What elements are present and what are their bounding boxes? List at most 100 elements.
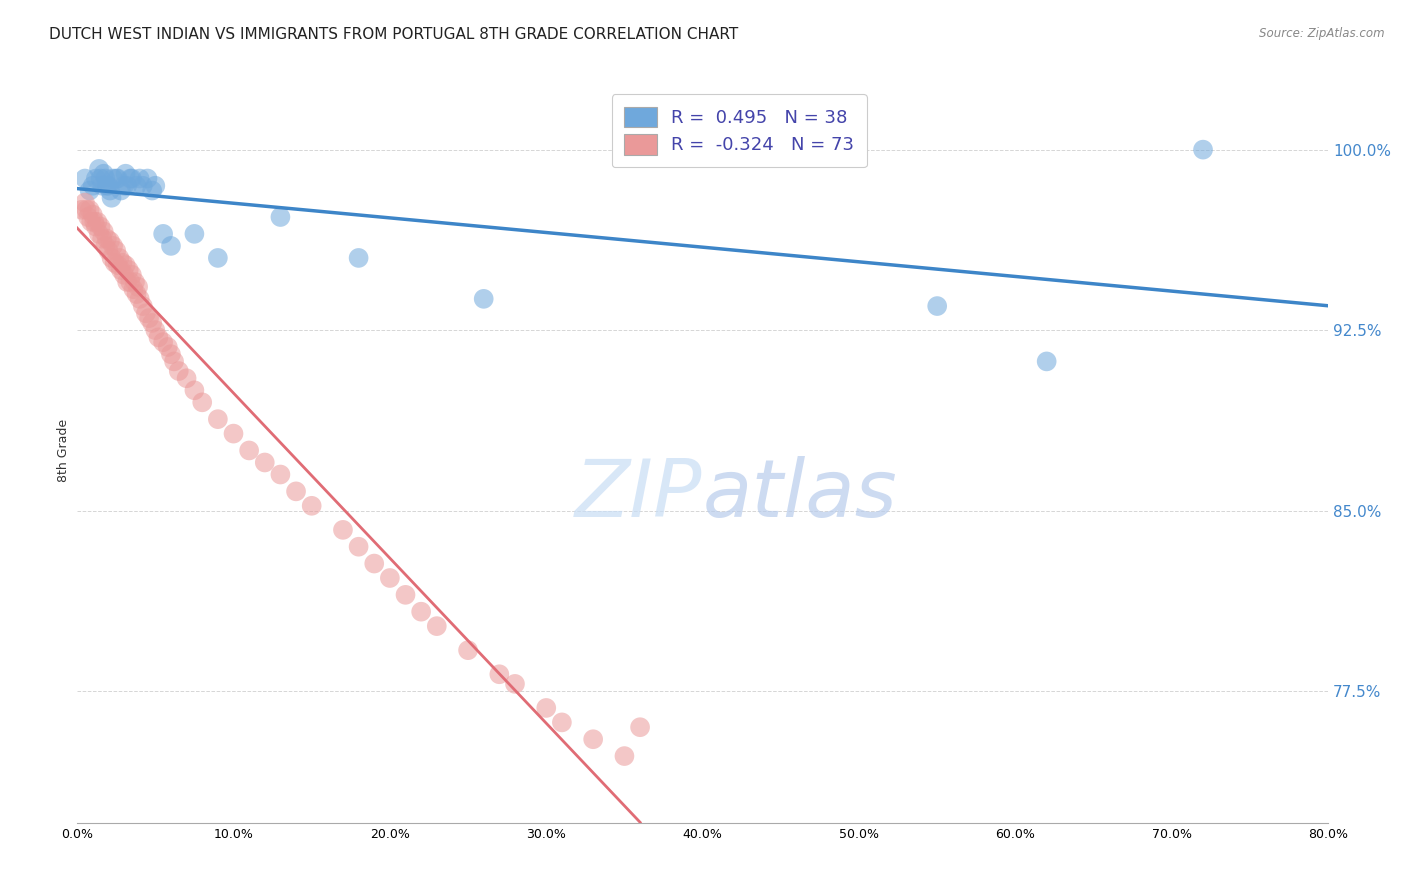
Point <box>536 701 558 715</box>
Point <box>347 251 370 265</box>
Point <box>143 178 166 193</box>
Point <box>100 191 122 205</box>
Point <box>76 202 98 217</box>
Point <box>115 178 138 193</box>
Point <box>141 316 163 330</box>
Point <box>96 232 118 246</box>
Point <box>98 184 121 198</box>
Point <box>82 178 104 193</box>
Point <box>121 171 143 186</box>
Point <box>112 178 135 193</box>
Point <box>90 171 112 186</box>
Point <box>83 215 105 229</box>
Point <box>613 749 636 764</box>
Point <box>472 292 495 306</box>
Point <box>100 251 122 265</box>
Text: Source: ZipAtlas.com: Source: ZipAtlas.com <box>1260 27 1385 40</box>
Point <box>93 167 115 181</box>
Point <box>183 227 205 241</box>
Point <box>191 395 214 409</box>
Point <box>125 287 148 301</box>
Point <box>80 215 103 229</box>
Point <box>122 282 145 296</box>
Point <box>152 335 174 350</box>
Point <box>222 426 245 441</box>
Point <box>87 227 110 241</box>
Point <box>112 268 135 282</box>
Point <box>91 232 114 246</box>
Point <box>457 643 479 657</box>
Point <box>111 256 134 270</box>
Point <box>98 234 121 248</box>
Point <box>426 619 449 633</box>
Point <box>108 251 131 265</box>
Point <box>176 371 198 385</box>
Point <box>107 171 129 186</box>
Point <box>90 219 112 234</box>
Point <box>163 354 186 368</box>
Point <box>269 467 291 482</box>
Point <box>79 202 101 217</box>
Point <box>73 195 96 210</box>
Point <box>84 219 107 234</box>
Point <box>91 178 114 193</box>
Point <box>125 178 148 193</box>
Point <box>97 178 120 193</box>
Point <box>127 280 149 294</box>
Point <box>1192 143 1215 157</box>
Point <box>138 311 160 326</box>
Point <box>128 292 150 306</box>
Point <box>135 306 157 320</box>
Point <box>927 299 949 313</box>
Point <box>97 244 120 258</box>
Point <box>207 251 229 265</box>
Point <box>301 499 323 513</box>
Point <box>87 161 110 176</box>
Point <box>363 557 385 571</box>
Point <box>84 171 107 186</box>
Point <box>128 171 150 186</box>
Point <box>124 275 146 289</box>
Point <box>82 208 104 222</box>
Point <box>160 239 183 253</box>
Point <box>269 210 291 224</box>
Point <box>132 178 155 193</box>
Point <box>143 323 166 337</box>
Legend: R =  0.495   N = 38, R =  -0.324   N = 73: R = 0.495 N = 38, R = -0.324 N = 73 <box>612 94 868 167</box>
Point <box>79 184 101 198</box>
Point <box>148 330 170 344</box>
Point <box>167 364 190 378</box>
Point <box>285 484 308 499</box>
Point <box>73 171 96 186</box>
Point <box>77 210 100 224</box>
Point <box>332 523 354 537</box>
Point <box>207 412 229 426</box>
Point <box>114 167 136 181</box>
Point <box>121 268 143 282</box>
Point <box>101 171 124 186</box>
Point <box>104 256 127 270</box>
Text: DUTCH WEST INDIAN VS IMMIGRANTS FROM PORTUGAL 8TH GRADE CORRELATION CHART: DUTCH WEST INDIAN VS IMMIGRANTS FROM POR… <box>49 27 738 42</box>
Point <box>118 263 141 277</box>
Point <box>120 171 142 186</box>
Point <box>86 215 108 229</box>
Point <box>94 171 117 186</box>
Point <box>110 263 132 277</box>
Point <box>183 384 205 398</box>
Point <box>114 258 136 272</box>
Point <box>628 720 651 734</box>
Point <box>105 171 128 186</box>
Point <box>107 258 129 272</box>
Point <box>488 667 510 681</box>
Point <box>141 184 163 198</box>
Point <box>105 244 128 258</box>
Point <box>152 227 174 241</box>
Point <box>70 202 93 217</box>
Point <box>160 347 183 361</box>
Text: atlas: atlas <box>703 456 897 534</box>
Point <box>132 299 155 313</box>
Point <box>253 455 276 469</box>
Point <box>93 224 115 238</box>
Point <box>115 275 138 289</box>
Point <box>411 605 433 619</box>
